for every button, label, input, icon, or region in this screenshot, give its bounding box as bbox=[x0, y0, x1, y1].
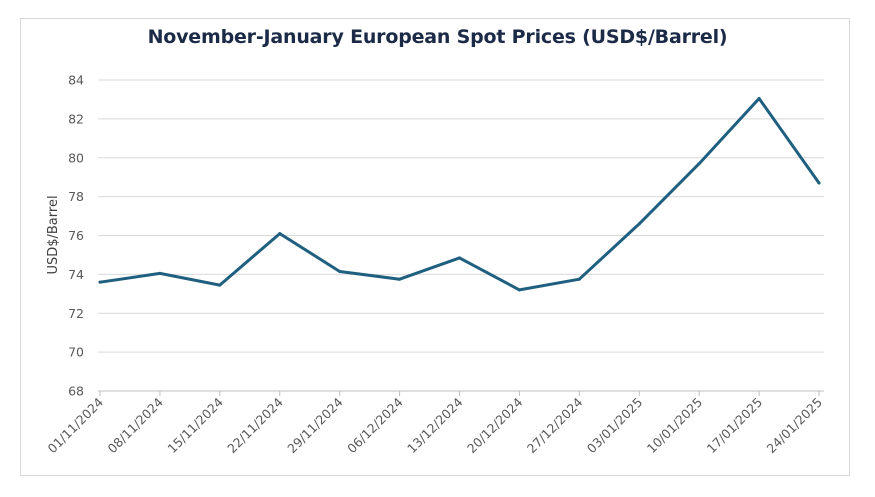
data-point bbox=[517, 288, 521, 292]
x-tick-labels: 01/11/202408/11/202415/11/202422/11/2024… bbox=[45, 394, 826, 456]
chart-frame bbox=[20, 18, 850, 476]
chart-title: November-January European Spot Prices (U… bbox=[147, 26, 728, 48]
data-point bbox=[817, 181, 821, 185]
data-point bbox=[637, 222, 641, 226]
x-tick-label: 27/12/2024 bbox=[524, 394, 586, 456]
data-point bbox=[398, 277, 402, 281]
x-tick-label: 06/12/2024 bbox=[344, 394, 406, 456]
x-axis bbox=[98, 390, 824, 396]
x-tick-label: 22/11/2024 bbox=[224, 394, 286, 456]
x-tick-label: 03/01/2025 bbox=[584, 395, 646, 457]
x-tick-label: 29/11/2024 bbox=[284, 394, 346, 456]
y-tick-label: 72 bbox=[68, 306, 84, 321]
x-tick-label: 24/01/2025 bbox=[764, 395, 826, 457]
data-point bbox=[98, 280, 102, 284]
x-tick-label: 01/11/2024 bbox=[45, 394, 107, 456]
x-tick-label: 15/11/2024 bbox=[164, 394, 226, 456]
data-point bbox=[458, 256, 461, 260]
data-point bbox=[697, 162, 701, 166]
y-tick-label: 70 bbox=[68, 345, 84, 360]
gridlines bbox=[98, 79, 824, 353]
x-tick-label: 10/01/2025 bbox=[644, 395, 706, 457]
series-line bbox=[98, 97, 821, 292]
x-tick-label: 08/11/2024 bbox=[104, 394, 166, 456]
data-point bbox=[577, 277, 581, 281]
y-tick-label: 78 bbox=[68, 189, 84, 204]
y-tick-label: 76 bbox=[68, 228, 84, 243]
x-tick-label: 20/12/2024 bbox=[464, 394, 526, 456]
y-tick-label: 84 bbox=[68, 73, 84, 88]
data-point bbox=[158, 271, 162, 275]
series-group bbox=[98, 96, 821, 292]
data-point bbox=[757, 96, 761, 100]
data-point bbox=[218, 283, 222, 287]
y-tick-label: 82 bbox=[68, 111, 84, 126]
y-tick-label: 80 bbox=[68, 150, 84, 165]
y-tick-labels: 68 70 72 74 76 78 80 82 84 bbox=[68, 73, 84, 399]
data-point bbox=[278, 232, 282, 236]
x-tick-label: 13/12/2024 bbox=[404, 394, 466, 456]
x-tick-label: 17/01/2025 bbox=[704, 395, 766, 457]
data-point bbox=[338, 269, 342, 273]
y-tick-label: 68 bbox=[68, 384, 84, 399]
y-tick-label: 74 bbox=[68, 267, 84, 282]
y-axis-label: USD$/Barrel bbox=[46, 195, 61, 274]
